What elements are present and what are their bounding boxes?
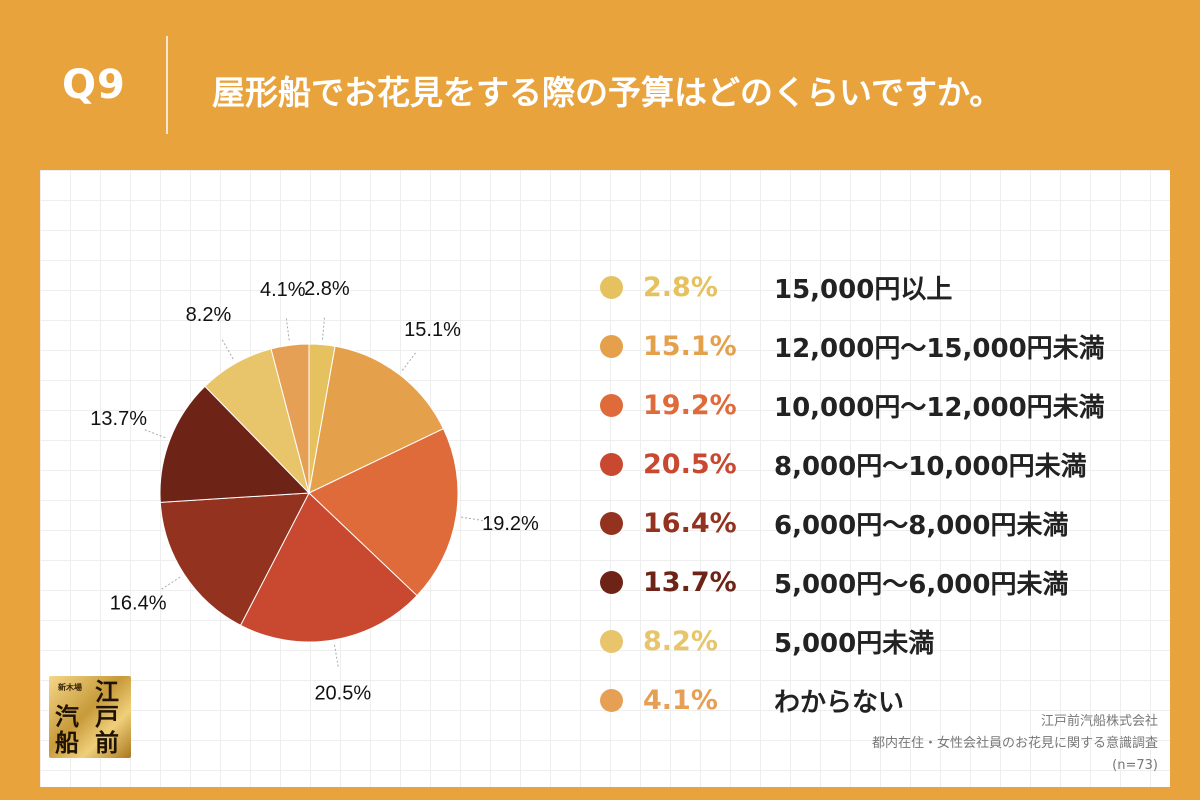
legend-label: 8,000円〜10,000円未満 — [774, 452, 1087, 482]
leader-line — [285, 317, 290, 341]
company-logo: 新木場 江 戸 汽 前 船 — [49, 676, 131, 758]
data-label: 2.8% — [304, 278, 350, 300]
data-label: 16.4% — [110, 593, 167, 615]
question-number: Q9 — [62, 62, 126, 108]
leader-line — [160, 576, 181, 591]
footer-survey: 都内在住・女性会社員のお花見に関する意識調査 — [871, 736, 1158, 751]
legend-percent: 19.2% — [643, 390, 737, 421]
logo-char: 汽 — [55, 702, 79, 731]
legend-label: 12,000円〜15,000円未満 — [774, 334, 1105, 364]
legend-item: 13.7% 5,000円〜6,000円未満 — [600, 553, 1160, 612]
legend-dot — [600, 512, 623, 535]
leader-line — [143, 428, 166, 439]
legend-item: 4.1% わからない — [600, 671, 1160, 730]
data-label: 4.1% — [260, 279, 306, 301]
leader-line — [461, 516, 484, 522]
pie-slice — [308, 428, 459, 597]
legend-dot — [600, 276, 623, 299]
header-divider — [166, 36, 168, 134]
logo-char: 前 — [95, 728, 119, 757]
legend-percent: 13.7% — [643, 567, 737, 598]
data-label: 19.2% — [482, 513, 539, 535]
legend-dot — [600, 394, 623, 417]
data-label: 8.2% — [186, 304, 232, 326]
legend-dot — [600, 630, 623, 653]
legend-dot — [600, 689, 623, 712]
legend-percent: 8.2% — [643, 626, 718, 657]
leader-line — [322, 316, 326, 340]
legend-item: 15.1% 12,000円〜15,000円未満 — [600, 317, 1160, 376]
legend-percent: 2.8% — [643, 272, 718, 303]
legend-item: 19.2% 10,000円〜12,000円未満 — [600, 376, 1160, 435]
legend-label: 6,000円〜8,000円未満 — [774, 511, 1069, 541]
leader-line — [334, 644, 339, 668]
legend-percent: 4.1% — [643, 685, 718, 716]
leader-line — [221, 338, 234, 360]
data-label: 13.7% — [90, 408, 147, 430]
logo-char: 戸 — [95, 702, 119, 731]
legend-dot — [600, 571, 623, 594]
legend-item: 8.2% 5,000円未満 — [600, 612, 1160, 671]
logo-small-text: 新木場 — [58, 683, 82, 692]
data-label: 15.1% — [404, 319, 461, 341]
logo-char: 江 — [95, 677, 119, 706]
legend-label: 5,000円未満 — [774, 629, 935, 659]
pie-slice — [159, 492, 310, 627]
header: Q9 屋形船でお花見をする際の予算はどのくらいですか。 — [0, 0, 1200, 170]
footer-sample: (n=73) — [1112, 758, 1158, 773]
legend-percent: 16.4% — [643, 508, 737, 539]
legend-item: 16.4% 6,000円〜8,000円未満 — [600, 494, 1160, 553]
legend-label: 15,000円以上 — [774, 275, 953, 305]
legend: 2.8% 15,000円以上 15.1% 12,000円〜15,000円未満 1… — [600, 258, 1160, 730]
legend-percent: 15.1% — [643, 331, 737, 362]
legend-percent: 20.5% — [643, 449, 737, 480]
footer: 江戸前汽船株式会社 都内在住・女性会社員のお花見に関する意識調査 (n=73) — [872, 711, 1158, 777]
legend-label: わからない — [774, 688, 905, 718]
leader-line — [401, 351, 417, 371]
data-label: 20.5% — [314, 682, 371, 704]
legend-dot — [600, 335, 623, 358]
pie-slice — [159, 385, 311, 503]
pie-slice — [239, 492, 418, 643]
legend-label: 5,000円〜6,000円未満 — [774, 570, 1069, 600]
footer-company: 江戸前汽船株式会社 — [1040, 714, 1158, 729]
legend-label: 10,000円〜12,000円未満 — [774, 393, 1105, 423]
logo-char: 船 — [55, 728, 79, 757]
pie-slice — [270, 343, 310, 494]
legend-dot — [600, 453, 623, 476]
pie-slice — [308, 345, 445, 494]
legend-item: 2.8% 15,000円以上 — [600, 258, 1160, 317]
question-title: 屋形船でお花見をする際の予算はどのくらいですか。 — [212, 73, 1003, 112]
legend-item: 20.5% 8,000円〜10,000円未満 — [600, 435, 1160, 494]
